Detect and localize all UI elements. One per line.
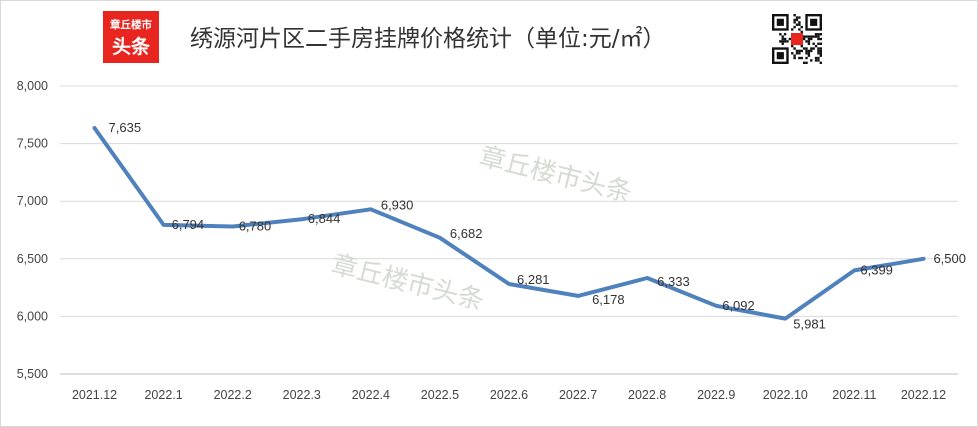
x-tick-label: 2022.9: [697, 388, 735, 402]
data-label: 6,399: [860, 262, 893, 277]
x-tick-label: 2022.4: [352, 388, 390, 402]
x-axis-ticks: 2021.12 2022.1 2022.2 2022.3 2022.4 2022.5 202…: [72, 388, 946, 402]
logo-text-bottom: 头条: [112, 35, 151, 58]
y-tick-label: 8,000: [17, 79, 48, 93]
x-tick-label: 2022.6: [490, 388, 528, 402]
data-label: 6,844: [308, 211, 341, 226]
data-label: 6,682: [450, 226, 483, 241]
data-labels: 7,635 6,794 6,780 6,844 6,930 6,682 6,281 6,178…: [109, 120, 966, 332]
x-tick-label: 2022.10: [763, 388, 808, 402]
qr-code-icon: [772, 14, 822, 64]
x-tick-label: 2022.3: [283, 388, 321, 402]
data-label: 5,981: [793, 317, 826, 332]
data-label: 6,930: [381, 197, 414, 212]
series-line: [92, 126, 926, 321]
x-tick-label: 2022.5: [421, 388, 459, 402]
data-label: 6,780: [239, 219, 272, 234]
x-tick-label: 2022.11: [832, 388, 876, 402]
data-label: 6,333: [657, 274, 690, 289]
data-label: 6,500: [933, 251, 966, 266]
data-label: 6,794: [172, 217, 205, 232]
chart-title: 绣源河片区二手房挂牌价格统计（单位:元/㎡）: [190, 26, 666, 52]
data-label: 6,092: [722, 298, 755, 313]
x-tick-label: 2022.7: [559, 388, 597, 402]
y-tick-label: 6,000: [17, 309, 48, 323]
y-tick-label: 7,000: [17, 194, 48, 208]
x-tick-label: 2022.2: [214, 388, 252, 402]
logo-text-top: 章丘楼市: [110, 18, 152, 31]
x-tick-label: 2021.12: [72, 388, 117, 402]
logo-icon: 章丘楼市 头条: [103, 11, 159, 63]
y-tick-label: 7,500: [17, 137, 48, 151]
x-tick-label: 2022.1: [144, 388, 182, 402]
data-label: 7,635: [109, 120, 142, 135]
data-label: 6,281: [517, 272, 550, 287]
y-tick-label: 5,500: [17, 367, 48, 381]
data-label: 6,178: [592, 292, 625, 307]
x-tick-label: 2022.8: [628, 388, 666, 402]
y-axis-ticks: 5,500 6,000 6,500 7,000 7,500 8,000: [17, 79, 48, 381]
x-tick-label: 2022.12: [901, 388, 946, 402]
gridlines: [60, 85, 958, 375]
y-tick-label: 6,500: [17, 252, 48, 266]
